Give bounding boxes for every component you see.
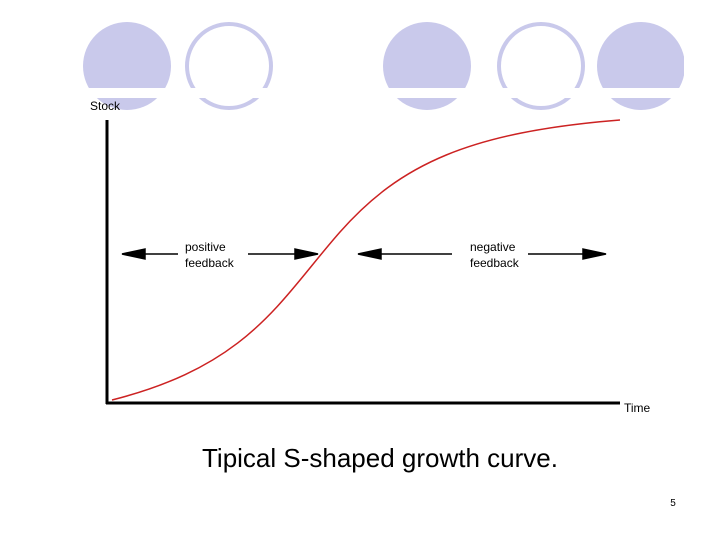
circle-outline [185,22,273,110]
arrow-head [357,248,382,260]
s-curve [111,119,621,401]
phase-label: feedback [185,256,235,270]
phase-label: feedback [470,256,520,270]
arrow-head [121,248,146,260]
x-axis-label: Time [624,401,651,415]
page-number: 5 [670,498,676,509]
decoration-mask [0,88,720,98]
phase-label: positive [185,240,226,254]
circle-outline [497,22,585,110]
arrow-head [294,248,319,260]
y-axis-label: Stock [90,99,121,113]
phase-label: negative [470,240,516,254]
caption: Tipical S-shaped growth curve. [202,443,558,473]
feedback-arrows [121,248,607,260]
circle-filled [597,22,684,110]
arrow-head [582,248,607,260]
